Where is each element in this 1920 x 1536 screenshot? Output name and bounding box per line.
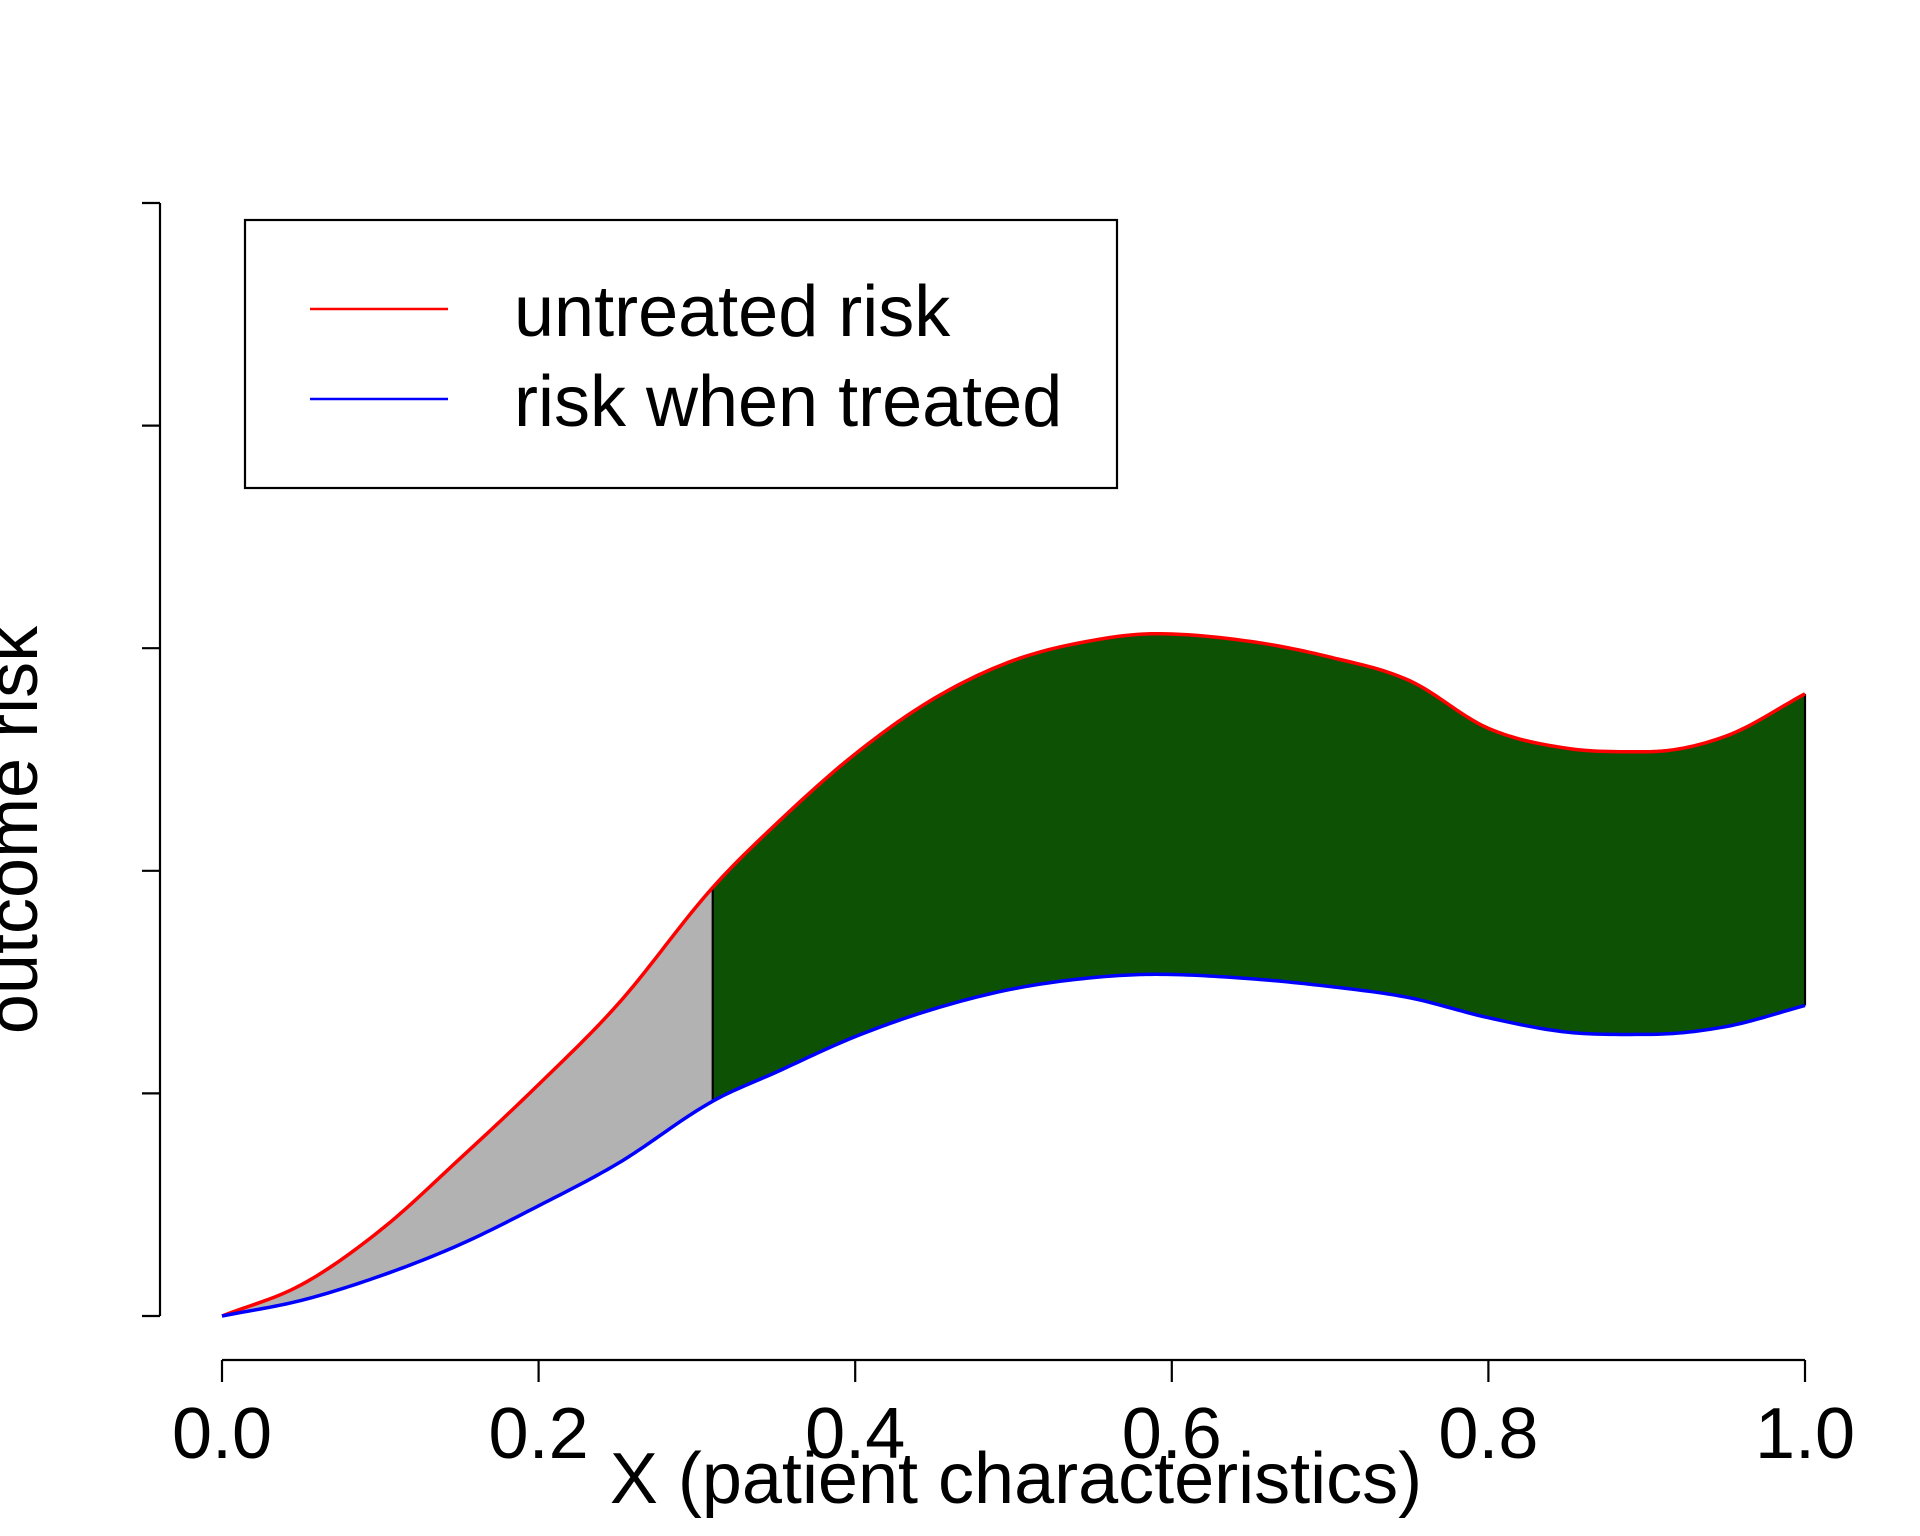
x-tick-label: 0.4 [805,1394,905,1474]
x-tick-label: 0.0 [172,1394,272,1474]
y-axis-title: outcome risk [0,625,53,1034]
series-lines [221,631,1806,1318]
x-axis-title: X (patient characteristics) [610,1439,1422,1519]
series-line-untreated [221,631,1806,1318]
x-tick-label: 0.2 [489,1394,589,1474]
y-axis [142,201,162,1318]
series-line-treated [221,972,1806,1318]
x-axis: 0.0 0.2 0.4 0.6 0.8 1.0 [172,1358,1855,1474]
area-below-threshold [222,887,713,1316]
area-fills [222,633,1807,1316]
x-tick-label: 0.8 [1438,1394,1538,1474]
legend-box [243,218,1119,490]
area-above-threshold [712,633,1805,1102]
legend: untreated risk risk when treated [243,218,1119,490]
x-tick-label: 0.6 [1122,1394,1222,1474]
x-tick-label: 1.0 [1755,1394,1855,1474]
legend-label-treated: risk when treated [514,362,1062,442]
legend-label-untreated: untreated risk [514,272,951,352]
